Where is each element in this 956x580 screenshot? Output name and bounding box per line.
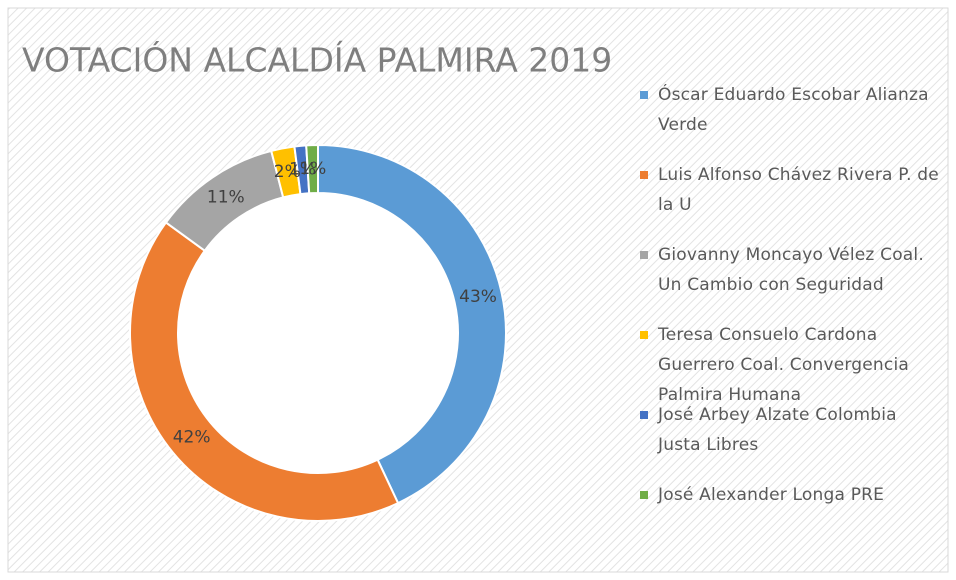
chart-title: VOTACIÓN ALCALDÍA PALMIRA 2019 xyxy=(22,40,612,80)
legend-swatch xyxy=(640,171,648,179)
donut-slice xyxy=(317,143,507,505)
legend-label: José Alexander Longa PRE xyxy=(658,485,885,505)
legend-item: Luis Alfonso Chávez Rivera P. de la U xyxy=(640,160,945,240)
legend-item: José Arbey Alzate Colombia Justa Libres xyxy=(640,400,945,480)
donut-slice xyxy=(129,221,400,522)
legend-label: Óscar Eduardo Escobar Alianza Verde xyxy=(658,85,929,135)
legend-item: Giovanny Moncayo Vélez Coal. Un Cambio c… xyxy=(640,240,945,320)
legend-label: Luis Alfonso Chávez Rivera P. de la U xyxy=(658,165,939,215)
data-label: 43% xyxy=(459,287,497,307)
legend-swatch xyxy=(640,411,648,419)
legend-swatch xyxy=(640,91,648,99)
legend-swatch xyxy=(640,491,648,499)
legend-label: José Arbey Alzate Colombia Justa Libres xyxy=(658,405,897,455)
legend-item: José Alexander Longa PRE xyxy=(640,480,945,560)
legend-item: Teresa Consuelo Cardona Guerrero Coal. C… xyxy=(640,320,945,405)
legend-swatch xyxy=(640,251,648,259)
data-label: 11% xyxy=(207,187,245,207)
data-label: 1% xyxy=(289,160,316,180)
legend-label: Teresa Consuelo Cardona Guerrero Coal. C… xyxy=(658,325,909,405)
legend-swatch xyxy=(640,331,648,339)
legend-label: Giovanny Moncayo Vélez Coal. Un Cambio c… xyxy=(658,245,924,295)
data-label: 1% xyxy=(299,159,326,179)
data-label: 42% xyxy=(173,428,211,448)
legend: Óscar Eduardo Escobar Alianza Verde Luis … xyxy=(640,80,945,560)
donut-hole xyxy=(178,193,458,473)
data-label: 2% xyxy=(274,162,301,182)
donut-slice xyxy=(305,143,319,195)
legend-item: Óscar Eduardo Escobar Alianza Verde xyxy=(640,80,945,160)
